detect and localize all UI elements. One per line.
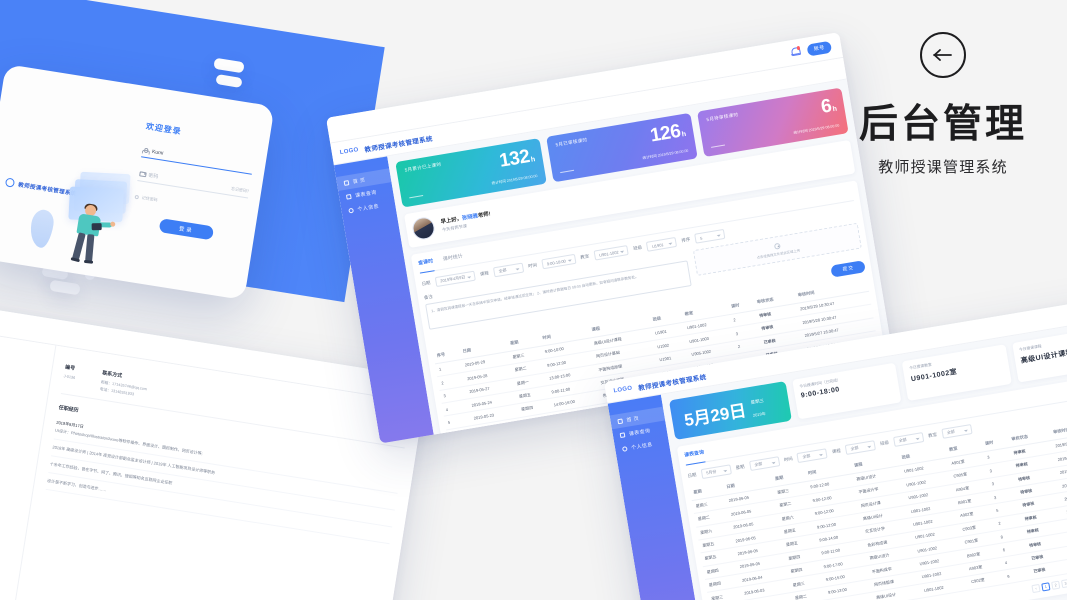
stat-label: 5月待审核课时 bbox=[706, 111, 739, 123]
filter-label-4: 班级 bbox=[879, 439, 890, 447]
login-submit-button[interactable]: 登录 bbox=[158, 218, 215, 241]
date-main: 5月29日 bbox=[682, 400, 748, 430]
checkbox-box bbox=[134, 194, 140, 200]
user-badge-icon bbox=[4, 177, 16, 188]
filter-label-0: 日期 bbox=[687, 472, 697, 479]
sidebar-item-label: 个人信息 bbox=[357, 203, 380, 213]
tab-0[interactable]: 查课时 bbox=[418, 257, 434, 269]
filter-label-5: 教室 bbox=[927, 431, 938, 439]
person-legs bbox=[70, 232, 98, 264]
stat-value: 132h bbox=[497, 146, 536, 172]
stat-rule bbox=[711, 144, 726, 148]
filter-label-1: 课程 bbox=[479, 270, 490, 277]
user-icon bbox=[348, 207, 354, 214]
filter-label-1: 星期 bbox=[735, 464, 745, 471]
submit-button[interactable]: 提 交 bbox=[829, 260, 866, 278]
page-title: 后台管理 bbox=[858, 103, 1027, 146]
calendar-icon bbox=[345, 193, 352, 200]
upload-label: 点击或拖拽文件至此区域上传 bbox=[756, 248, 801, 260]
filter-select-3[interactable]: U901-1002 bbox=[593, 244, 630, 261]
remember-password-checkbox[interactable]: 记住密码 bbox=[134, 194, 246, 217]
sidebar-item-label: 首 页 bbox=[352, 176, 366, 185]
filter-label-2: 时间 bbox=[783, 455, 794, 463]
title-block: 后台管理 教师授课管理系统 bbox=[828, 32, 1058, 177]
filter-label-4: 班级 bbox=[632, 244, 643, 252]
stat-value: 126h bbox=[648, 120, 687, 147]
sidebar-item-label: 个人信息 bbox=[630, 441, 654, 451]
person-leg-left bbox=[70, 232, 86, 263]
pager-item[interactable]: ‹ bbox=[1031, 583, 1041, 593]
login-form: 欢迎登录 Kumi 密码 忘记密码? 记住密码 登录 bbox=[130, 121, 258, 245]
stat-foot-text: 统计时间 2019/5/29 08:00:00 bbox=[491, 173, 538, 186]
filter-select-5[interactable]: 全部 bbox=[941, 424, 973, 439]
sidebar-item-label: 课表查询 bbox=[628, 427, 651, 438]
filter-label-3: 课程 bbox=[831, 447, 842, 455]
decorative-tab-4 bbox=[49, 279, 81, 296]
password-field[interactable]: 密码 忘记密码? bbox=[137, 170, 250, 199]
app-logo: LOGO bbox=[339, 146, 360, 156]
resume-code-value: J-0136 bbox=[63, 374, 76, 381]
arrow-left-icon bbox=[933, 49, 952, 61]
lock-icon bbox=[138, 171, 145, 178]
sidebar-item-label: 首 页 bbox=[626, 415, 640, 424]
filter-label-3: 教室 bbox=[579, 253, 590, 260]
filter-select-0[interactable]: 2019年4月9日 bbox=[434, 270, 477, 288]
presenter-illustration bbox=[25, 156, 149, 268]
login-welcome-heading: 欢迎登录 bbox=[145, 121, 183, 137]
filter-label-0: 日期 bbox=[421, 280, 431, 287]
illustration-blob bbox=[27, 208, 56, 250]
calendar-icon bbox=[619, 431, 626, 438]
resume-timeline-nav: 1教师资料任职经历主要成就获奖荣誉工作报告工作档案 bbox=[0, 374, 40, 480]
person-hand bbox=[109, 221, 116, 228]
date-week: 星期三 bbox=[750, 397, 765, 406]
tab-schedule-query[interactable]: 课表查询 bbox=[684, 449, 705, 462]
filter-select-3[interactable]: 全部 bbox=[844, 440, 877, 455]
user-icon bbox=[142, 147, 149, 154]
filter-label-5: 排序 bbox=[680, 236, 691, 243]
upload-icon bbox=[773, 242, 781, 250]
filter-label-2: 时间 bbox=[527, 262, 538, 269]
date-year: 2019年 bbox=[752, 410, 767, 418]
user-icon bbox=[621, 445, 628, 452]
username-value: Kumi bbox=[151, 148, 164, 157]
page-subtitle: 教师授课管理系统 bbox=[878, 159, 1008, 177]
stat-rule bbox=[409, 195, 424, 199]
sidebar-item-label: 课表查询 bbox=[354, 189, 378, 199]
notification-bell-icon[interactable] bbox=[790, 45, 801, 57]
filter-select-4[interactable]: 全部 bbox=[893, 432, 925, 447]
app-logo: LOGO bbox=[613, 384, 633, 394]
person-leg-right bbox=[83, 234, 95, 264]
username-field[interactable]: Kumi bbox=[141, 147, 254, 175]
login-card: 教师授课考核管理系统 bbox=[0, 64, 275, 301]
remember-password-label: 记住密码 bbox=[141, 194, 158, 203]
pager-item[interactable]: 1 bbox=[1041, 581, 1051, 592]
filter-select-2[interactable]: 9:00-18:00 bbox=[541, 253, 577, 270]
avatar bbox=[410, 215, 437, 242]
illustration-person bbox=[64, 202, 117, 270]
forgot-password-link[interactable]: 忘记密码? bbox=[230, 185, 250, 194]
notification-dot bbox=[796, 45, 801, 50]
date-meta: 星期三 2019年 bbox=[750, 393, 767, 419]
info-card-2: 今日授课课程 高级UI设计课程 bbox=[1011, 325, 1067, 383]
resume-code-title: 编号 bbox=[64, 364, 76, 372]
person-tablet bbox=[91, 223, 102, 231]
tab-1[interactable]: 课时统计 bbox=[442, 253, 464, 263]
back-button[interactable] bbox=[920, 32, 966, 78]
home-icon bbox=[617, 417, 624, 424]
stat-foot-text: 统计时间 2019/5/29 08:00:00 bbox=[642, 148, 689, 161]
person-shoe-left bbox=[70, 256, 81, 263]
password-placeholder: 密码 bbox=[147, 172, 159, 181]
filter-select-5[interactable]: 5 bbox=[694, 228, 726, 244]
pager-item[interactable]: 2 bbox=[1051, 580, 1061, 590]
filter-select-2[interactable]: 全部 bbox=[796, 448, 829, 464]
filter-select-1[interactable]: 全部 bbox=[748, 456, 780, 472]
stat-rule bbox=[560, 169, 575, 174]
filter-select-4[interactable]: U1901 bbox=[646, 236, 678, 252]
filter-select-1[interactable]: 全部 bbox=[492, 262, 525, 278]
filter-select-0[interactable]: 5月份 bbox=[700, 464, 732, 480]
person-shoe-right bbox=[83, 259, 94, 264]
pager-item[interactable]: 3 bbox=[1060, 578, 1067, 588]
home-icon bbox=[343, 179, 350, 186]
